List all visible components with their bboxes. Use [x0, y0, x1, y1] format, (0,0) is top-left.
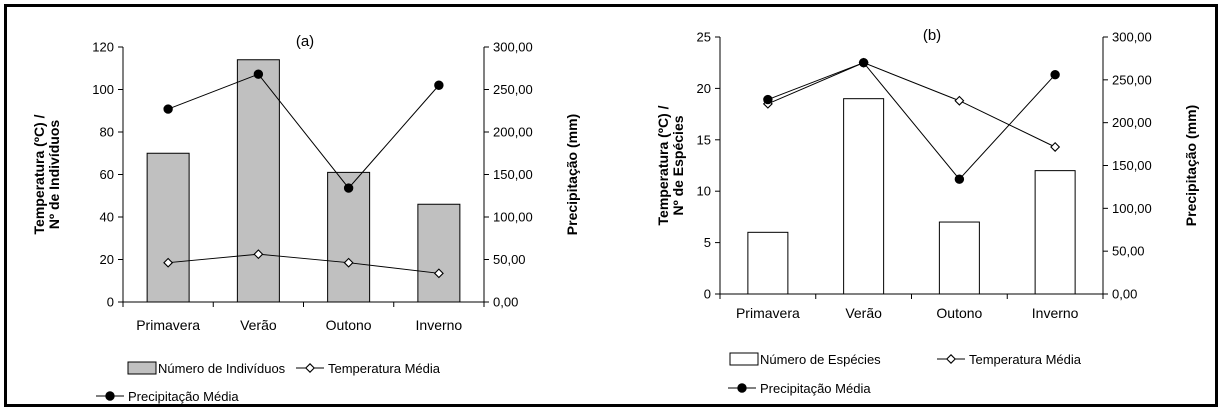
x-tick-label: Outono	[326, 317, 372, 333]
legend: Número de Espécies Temperatura Média Preci…	[728, 352, 1082, 396]
right-tick-label: 150,00	[1112, 158, 1152, 173]
temperature-point	[1050, 142, 1061, 152]
chart-canvas: 0204060801001200,0050,00100,00150,00200,…	[31, 27, 1199, 404]
chart-panel-a: 0 20 40 60 80 100 120 0,00 50,00 100,00 150,00 200,…	[31, 33, 580, 404]
precipitation-point	[343, 183, 354, 193]
temperature-point	[343, 257, 354, 268]
right-tick-label: 100,00	[1112, 201, 1152, 216]
bar-verão	[843, 98, 885, 295]
left-tick-label: 0	[704, 287, 711, 302]
left-tick-label: 0	[107, 295, 114, 310]
temperature-line	[767, 62, 1056, 148]
left-tick-label: 120	[92, 40, 114, 55]
right-tick-label: 50,00	[1112, 244, 1145, 259]
right-tick-label: 250,00	[493, 82, 533, 97]
legend-label-temperature: Temperatura Média	[328, 361, 441, 376]
temperature-point	[253, 249, 264, 260]
right-tick-label: 0,00	[493, 295, 518, 310]
left-axis-title: Temperatura (ºC) /Nº de Espécies	[655, 105, 686, 225]
precipitation-point	[1050, 69, 1060, 80]
legend-marker-precipitation	[105, 391, 115, 401]
right-tick-label: 50,00	[493, 252, 526, 267]
x-tick-label: Inverno	[1032, 305, 1079, 321]
right-axis-title: Precipitação (mm)	[564, 114, 580, 235]
legend-label-precipitation: Precipitação Média	[760, 381, 871, 396]
right-axis-title: Precipitação (mm)	[1183, 105, 1199, 226]
left-tick-label: 80	[100, 125, 114, 140]
right-tick-label: 250,00	[1112, 72, 1152, 87]
bar-primavera	[747, 231, 789, 295]
temperature-point	[433, 268, 444, 279]
x-tick-label: Primavera	[136, 317, 200, 333]
left-tick-label: 5	[704, 235, 711, 250]
left-axis-title-line: Nº de Indivíduos	[46, 120, 62, 230]
bar-inverno	[417, 203, 461, 303]
figure-frame: 0 20 40 60 80 100 120 0,00 50,00 100,00 150,00 200,…	[4, 4, 1218, 407]
bar-inverno	[1034, 170, 1076, 295]
panel-label: (a)	[296, 33, 314, 50]
x-tick-label: Verão	[240, 317, 277, 333]
panel-label: (b)	[923, 27, 941, 44]
left-tick-label: 25	[697, 30, 711, 45]
x-tick-label: Verão	[845, 305, 882, 321]
right-tick-label: 150,00	[493, 167, 533, 182]
left-tick-label: 15	[697, 132, 711, 147]
precipitation-line	[167, 73, 440, 189]
precipitation-line	[767, 62, 1056, 180]
right-tick-label: 300,00	[493, 40, 533, 55]
legend-label-bar: Número de Indivíduos	[158, 361, 286, 376]
left-axis-title-line: Temperatura (ºC) /	[655, 105, 671, 225]
left-tick-label: 10	[697, 184, 711, 199]
left-axis-title-line: Nº de Espécies	[670, 115, 686, 215]
left-tick-label: 20	[100, 252, 114, 267]
left-tick-label: 100	[92, 82, 114, 97]
precipitation-point	[163, 104, 173, 114]
temperature-point	[954, 95, 965, 106]
right-tick-label: 0,00	[1112, 287, 1137, 302]
x-tick-label: Inverno	[416, 317, 463, 333]
left-tick-label: 20	[697, 81, 711, 96]
precipitation-point	[763, 94, 773, 105]
x-tick-label: Primavera	[736, 305, 800, 321]
x-tick-label: Outono	[936, 305, 982, 321]
left-axis-title-line: Temperatura (ºC) /	[31, 114, 47, 234]
legend-label-precipitation: Precipitação Média	[128, 389, 239, 404]
bar-primavera	[146, 152, 190, 303]
legend-marker-temperature	[946, 354, 956, 364]
bar-outono	[327, 171, 371, 303]
legend-label-temperature: Temperatura Média	[969, 352, 1082, 367]
bar-outono	[938, 221, 980, 295]
precipitation-point	[434, 80, 444, 90]
right-tick-label: 300,00	[1112, 30, 1152, 45]
precipitation-point	[954, 174, 965, 184]
temperature-line	[168, 253, 439, 274]
left-tick-label: 60	[100, 167, 114, 182]
legend-swatch-bar	[729, 352, 759, 366]
right-tick-label: 200,00	[493, 125, 533, 140]
legend: Número de Indivíduos Temperatura Média Pre…	[96, 361, 441, 404]
right-tick-label: 100,00	[493, 210, 533, 225]
legend-marker-temperature	[305, 363, 315, 373]
precipitation-point	[858, 58, 869, 68]
left-tick-label: 40	[100, 210, 114, 225]
right-tick-label: 200,00	[1112, 115, 1152, 130]
legend-marker-precipitation	[737, 383, 747, 393]
left-axis-title: Temperatura (ºC) /Nº de Indivíduos	[31, 114, 62, 234]
temperature-point	[163, 257, 174, 268]
legend-swatch-bar	[127, 361, 157, 375]
legend-label-bar: Número de Espécies	[760, 352, 881, 367]
bar-verão	[236, 59, 280, 303]
chart-panel-b: 05101520250,0050,00100,00150,00200,00250…	[655, 27, 1199, 396]
precipitation-point	[253, 69, 264, 79]
